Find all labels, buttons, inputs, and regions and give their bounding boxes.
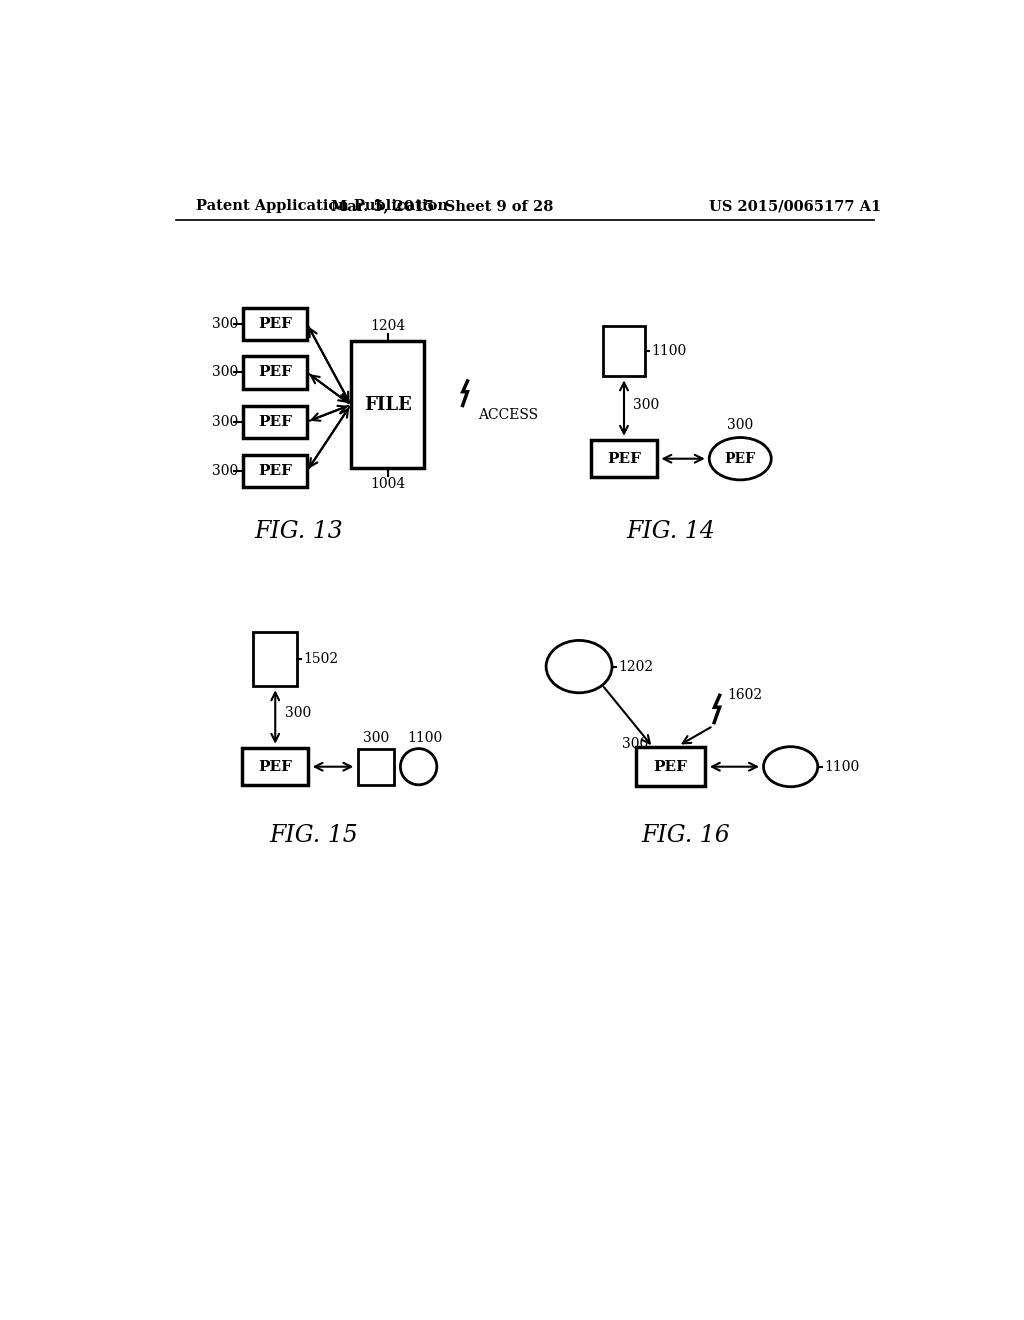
Text: FILE: FILE: [364, 396, 412, 413]
Bar: [253, 632, 297, 686]
Text: 1602: 1602: [727, 688, 762, 702]
Text: 1004: 1004: [370, 477, 406, 491]
Text: PEF: PEF: [258, 317, 292, 331]
Bar: [636, 747, 706, 785]
Text: ACCESS: ACCESS: [478, 408, 539, 422]
Text: 1100: 1100: [408, 731, 442, 744]
Text: 300: 300: [362, 731, 389, 744]
Bar: [351, 342, 424, 469]
Text: 300: 300: [212, 317, 238, 331]
Text: PEF: PEF: [258, 465, 292, 478]
Text: 1100: 1100: [824, 760, 859, 774]
Text: FIG. 15: FIG. 15: [269, 825, 358, 847]
Text: 300: 300: [212, 414, 238, 429]
Text: FIG. 13: FIG. 13: [254, 520, 343, 544]
Bar: [591, 441, 657, 478]
Bar: [244, 405, 307, 438]
Text: 300: 300: [212, 465, 238, 478]
Text: 1100: 1100: [651, 345, 687, 358]
Text: 1204: 1204: [370, 319, 406, 333]
Text: Mar. 5, 2015  Sheet 9 of 28: Mar. 5, 2015 Sheet 9 of 28: [331, 199, 553, 213]
Text: Patent Application Publication: Patent Application Publication: [197, 199, 449, 213]
Ellipse shape: [546, 640, 612, 693]
Ellipse shape: [710, 437, 771, 480]
Text: PEF: PEF: [258, 414, 292, 429]
Text: 300: 300: [285, 706, 311, 719]
Ellipse shape: [400, 748, 437, 785]
Bar: [244, 455, 307, 487]
Bar: [244, 308, 307, 341]
Text: PEF: PEF: [258, 760, 292, 774]
Text: 300: 300: [633, 397, 659, 412]
Bar: [603, 326, 645, 376]
Text: US 2015/0065177 A1: US 2015/0065177 A1: [710, 199, 882, 213]
Bar: [357, 748, 394, 785]
Text: FIG. 14: FIG. 14: [626, 520, 715, 544]
Text: 300: 300: [622, 737, 648, 751]
Text: 1202: 1202: [618, 660, 653, 673]
Bar: [244, 356, 307, 388]
Text: 300: 300: [212, 366, 238, 379]
Bar: [243, 748, 308, 785]
Text: FIG. 16: FIG. 16: [642, 825, 730, 847]
Text: PEF: PEF: [725, 451, 756, 466]
Text: PEF: PEF: [607, 451, 641, 466]
Text: 300: 300: [727, 418, 754, 432]
Ellipse shape: [764, 747, 818, 787]
Text: PEF: PEF: [258, 366, 292, 379]
Text: PEF: PEF: [653, 760, 687, 774]
Text: 1502: 1502: [303, 652, 339, 665]
